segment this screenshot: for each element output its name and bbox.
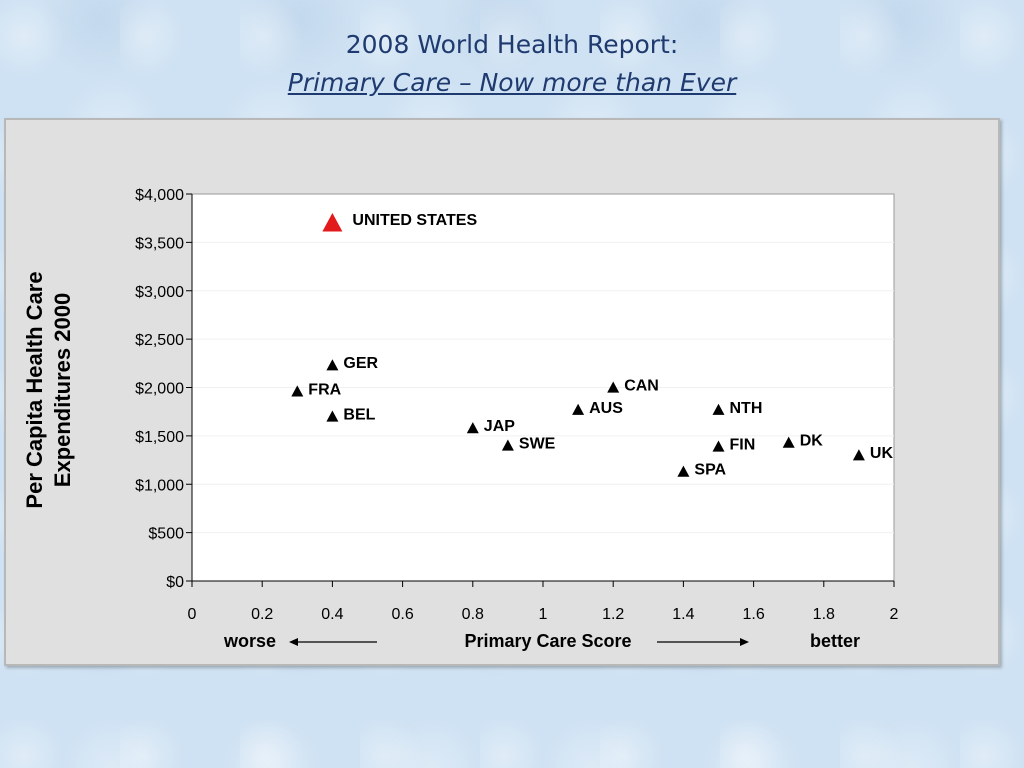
data-point [326, 359, 339, 371]
data-label: DK [800, 433, 824, 450]
x-tick-label: 2 [890, 606, 899, 623]
data-point [852, 449, 865, 461]
data-label: CAN [624, 378, 659, 395]
data-label: JAP [484, 418, 515, 435]
worse-arrow [289, 638, 377, 646]
data-point [712, 440, 725, 452]
x-tick-label: 1.4 [672, 606, 694, 623]
x-axis-better-label: better [810, 631, 860, 651]
data-point [466, 422, 479, 434]
x-tick-label: 0.6 [391, 606, 413, 623]
x-tick-label: 0 [188, 606, 197, 623]
slide-title-line1: 2008 World Health Report: [345, 30, 679, 59]
data-label: SWE [519, 436, 556, 453]
x-axis-label: Primary Care Score [464, 631, 631, 651]
data-point [782, 436, 795, 448]
x-tick-label: 1 [539, 606, 548, 623]
data-label: BEL [343, 407, 375, 424]
data-point [607, 381, 620, 393]
slide-title-line2: Primary Care – Now more than Ever [287, 68, 737, 97]
data-label: UNITED STATES [352, 212, 477, 229]
slide-title: 2008 World Health Report: Primary Care –… [0, 26, 1024, 102]
data-point [712, 403, 725, 415]
y-tick-label: $2,500 [135, 332, 184, 349]
y-axis-label-line2: Expenditures 2000 [50, 293, 75, 487]
data-label: FRA [308, 381, 341, 398]
y-tick-label: $2,000 [135, 381, 184, 398]
y-tick-label: $4,000 [135, 187, 184, 204]
data-point [322, 213, 343, 232]
data-point [572, 403, 585, 415]
y-tick-label: $0 [166, 574, 184, 591]
axes: $0 $500 $1,000 $1,500 $2,000 $2,500 $3,000 $3,5… [135, 187, 898, 623]
data-label: UK [870, 445, 894, 462]
data-point [501, 439, 514, 451]
y-tick-label: $3,000 [135, 284, 184, 301]
x-axis-worse-label: worse [223, 631, 276, 651]
data-point [291, 385, 304, 397]
better-arrow [657, 638, 749, 646]
data-point [677, 465, 690, 477]
x-tick-label: 1.2 [602, 606, 624, 623]
data-label: NTH [730, 400, 763, 417]
x-tick-label: 1.6 [742, 606, 764, 623]
data-label: FIN [730, 437, 756, 454]
data-label: AUS [589, 400, 623, 417]
y-tick-label: $3,500 [135, 235, 184, 252]
x-tick-label: 0.8 [462, 606, 484, 623]
data-label: GER [343, 355, 378, 372]
y-tick-label: $1,000 [135, 477, 184, 494]
y-tick-label: $1,500 [135, 429, 184, 446]
x-tick-label: 0.2 [251, 606, 273, 623]
data-point [326, 410, 339, 422]
gridlines [192, 241, 894, 534]
y-axis-label-line1: Per Capita Health Care [22, 271, 47, 508]
data-label: SPA [694, 462, 726, 479]
y-tick-label: $500 [148, 526, 184, 543]
x-tick-label: 0.4 [321, 606, 343, 623]
x-tick-label: 1.8 [813, 606, 835, 623]
